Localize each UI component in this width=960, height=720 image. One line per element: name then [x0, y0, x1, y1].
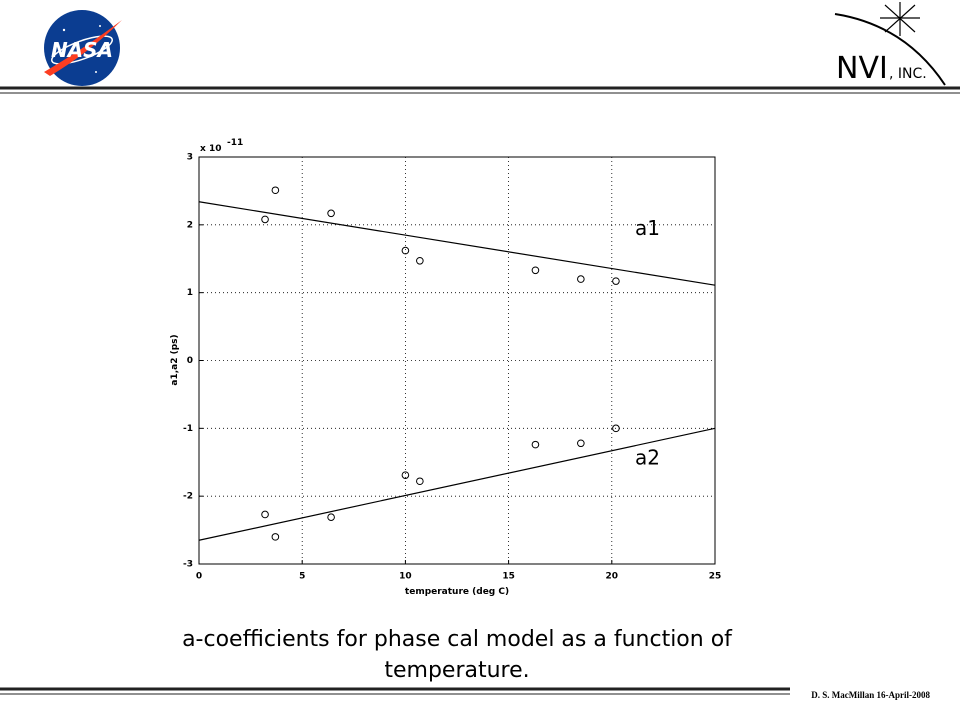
fit-line [198, 427, 716, 541]
x-tick-label: 0 [196, 572, 202, 582]
nasa-logo: NASA [44, 10, 122, 86]
data-point [327, 209, 335, 218]
x-tick-label: 15 [502, 572, 515, 582]
caption-line: a-coefficients for phase cal model as a … [182, 627, 733, 652]
series-annotation: a2 [635, 445, 660, 469]
nvi-logo: NVI , INC. [834, 2, 946, 86]
fit-line [198, 201, 716, 286]
y-tick-label: -2 [183, 492, 193, 502]
x-tick-label: 20 [606, 572, 619, 582]
data-point [327, 513, 335, 521]
y-axis-label: a1,a2 (ps) [170, 334, 180, 385]
chart: x 10 -11 temperature (deg C) a1,a2 (ps) … [170, 138, 721, 597]
data-point [577, 439, 585, 448]
plot-frame [198, 156, 716, 565]
x-tick-label: 25 [709, 572, 722, 582]
data-point [416, 477, 424, 486]
data-point [612, 424, 620, 433]
data-point [531, 440, 540, 449]
data-point [401, 471, 410, 479]
x-tick-label: 5 [299, 572, 305, 582]
y-tick-label: 0 [187, 356, 193, 366]
data-point [416, 256, 424, 265]
y-tick-label: 2 [187, 220, 193, 230]
y-tick-label: -1 [183, 424, 193, 434]
y-tick-label: 1 [187, 288, 193, 298]
y-tick-label: 3 [187, 153, 193, 163]
data-point [612, 277, 620, 285]
nvi-logo-suffix: , INC. [889, 66, 927, 82]
x-tick-label: 10 [399, 572, 412, 582]
data-point [271, 533, 280, 541]
footer-text: D. S. MacMillan 16-April-2008 [811, 690, 930, 700]
data-point [271, 186, 280, 195]
nasa-logo-text: NASA [51, 38, 113, 62]
caption-line: temperature. [384, 658, 529, 683]
data-point [577, 275, 585, 283]
nvi-logo-text: NVI [836, 51, 888, 86]
series-annotation: a1 [635, 216, 660, 240]
data-point [261, 510, 269, 519]
y-multiplier-exponent: -11 [227, 138, 243, 148]
x-axis-label: temperature (deg C) [405, 587, 509, 597]
y-tick-label: -3 [183, 560, 193, 570]
data-point [401, 246, 410, 255]
data-point [531, 266, 540, 275]
y-multiplier: x 10 [200, 144, 221, 154]
data-point [261, 215, 269, 224]
